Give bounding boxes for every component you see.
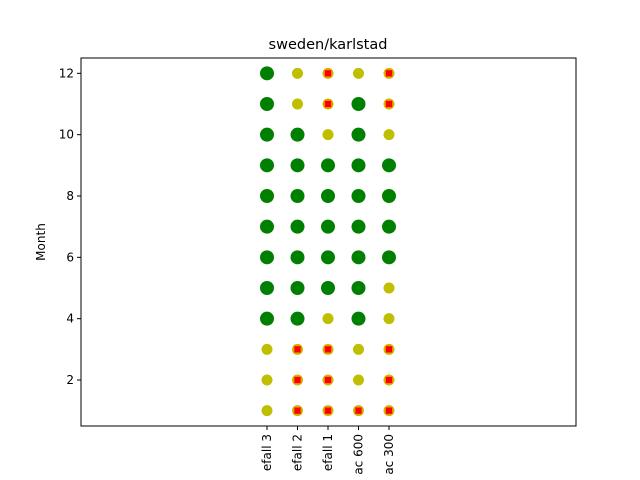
point-green xyxy=(290,219,305,234)
point-green xyxy=(260,189,274,203)
point-yellow xyxy=(261,374,273,386)
point-green xyxy=(382,219,396,234)
point-green xyxy=(321,281,335,295)
point-green xyxy=(351,250,366,265)
y-tick-label: 4 xyxy=(66,312,74,326)
point-green xyxy=(321,189,335,203)
point-green xyxy=(260,311,274,326)
point-green xyxy=(260,97,274,111)
point-red-square xyxy=(293,345,302,354)
point-red-square xyxy=(324,345,332,354)
y-tick-label: 2 xyxy=(66,373,74,387)
point-yellow xyxy=(353,343,364,355)
point-yellow xyxy=(292,67,303,79)
point-yellow xyxy=(261,405,273,417)
point-green xyxy=(290,250,305,265)
point-yellow xyxy=(261,343,273,355)
point-green xyxy=(321,219,335,234)
point-green xyxy=(260,219,274,234)
point-yellow xyxy=(322,313,334,325)
chart-title: sweden/karlstad xyxy=(269,37,388,53)
point-red-square xyxy=(385,100,393,108)
point-red-square xyxy=(324,376,332,384)
x-tick-label: efall 1 xyxy=(321,434,335,471)
point-red-square xyxy=(385,376,393,384)
point-yellow xyxy=(292,98,303,110)
point-yellow xyxy=(353,67,364,79)
x-tick-label: ac 600 xyxy=(352,434,366,475)
point-green xyxy=(321,250,335,265)
point-yellow xyxy=(322,129,334,141)
y-tick-label: 10 xyxy=(59,128,74,142)
point-green xyxy=(382,250,396,265)
y-tick-label: 6 xyxy=(66,250,74,264)
point-green xyxy=(290,311,305,326)
point-red-square xyxy=(385,69,393,78)
point-yellow xyxy=(383,282,395,294)
point-green xyxy=(290,281,305,295)
point-green xyxy=(290,127,305,142)
point-green xyxy=(260,281,274,295)
y-tick-label: 8 xyxy=(66,189,74,203)
point-green xyxy=(290,158,305,173)
point-green xyxy=(351,127,366,142)
point-green xyxy=(321,158,335,173)
point-green xyxy=(260,127,274,142)
point-green xyxy=(351,97,366,111)
point-green xyxy=(260,250,274,265)
point-green xyxy=(382,189,396,203)
y-tick-label: 12 xyxy=(59,66,74,80)
point-green xyxy=(290,189,305,203)
y-axis-label: Month xyxy=(34,223,48,261)
point-red-square xyxy=(293,406,302,415)
point-green xyxy=(382,158,396,173)
x-tick-label: efall 2 xyxy=(291,434,305,471)
point-red-square xyxy=(324,69,332,78)
point-yellow xyxy=(383,313,395,325)
point-red-square xyxy=(324,100,332,108)
point-green xyxy=(351,158,366,173)
point-yellow xyxy=(383,129,395,141)
point-yellow xyxy=(353,374,364,386)
point-red-square xyxy=(324,406,332,415)
point-green xyxy=(260,158,274,173)
point-green xyxy=(260,66,274,81)
point-red-square xyxy=(385,345,393,354)
point-green xyxy=(351,311,366,326)
point-green xyxy=(351,281,366,295)
plot-area: 2 4 6 8 10 12 efall 3 efall 2 efall 1 ac 600 ac 30… xyxy=(59,57,577,475)
x-tick-label: ac 300 xyxy=(382,434,396,475)
x-tick-label: efall 3 xyxy=(260,434,274,471)
point-green xyxy=(351,189,366,203)
point-red-square xyxy=(385,406,393,415)
point-red-square xyxy=(354,406,363,415)
point-red-square xyxy=(293,376,302,384)
point-green xyxy=(351,219,366,234)
